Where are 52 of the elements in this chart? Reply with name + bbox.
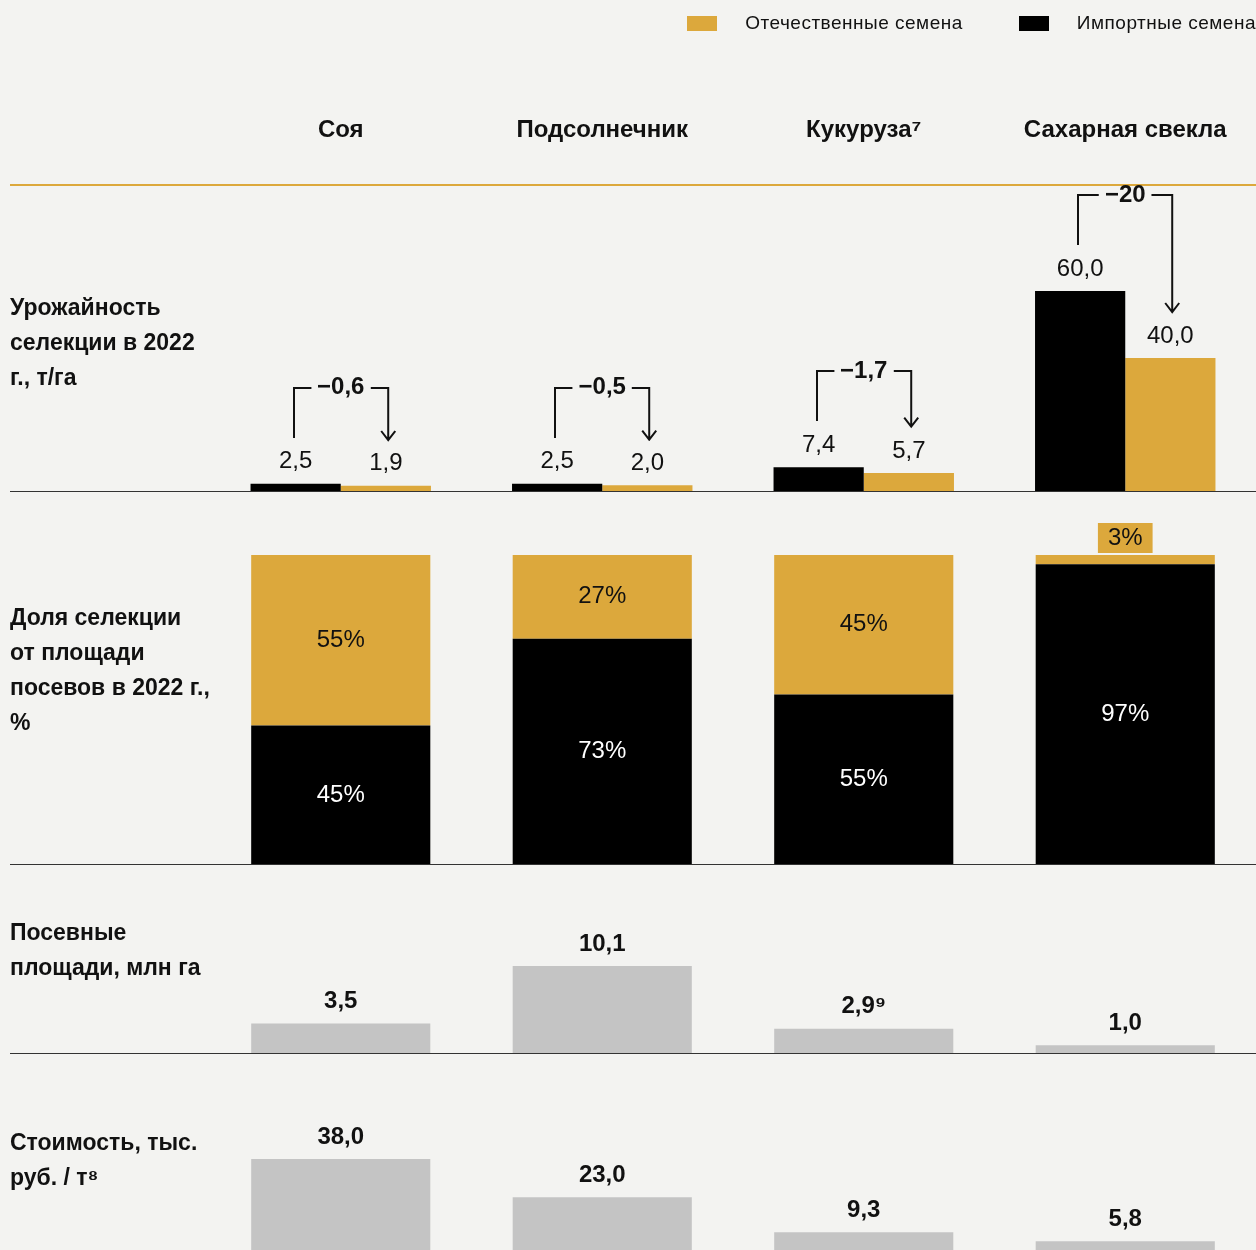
data-label: 3,5	[324, 986, 358, 1014]
bar	[512, 555, 692, 639]
legend-label: Импортные семена	[1076, 12, 1256, 33]
y-axis-title: Посевные площади, млн га	[10, 918, 202, 982]
bar	[251, 555, 431, 726]
data-label: 7,4	[801, 429, 836, 457]
x-tick-label: Соя	[317, 115, 364, 143]
bar	[774, 555, 954, 695]
data-label: 45%	[316, 779, 365, 807]
text: −20	[1104, 179, 1146, 207]
bar	[512, 638, 692, 865]
bar	[863, 472, 954, 492]
y-axis-title: Доля селекции от площади посевов в 2022 г., %	[10, 603, 210, 737]
data-label: 10,1	[578, 928, 626, 956]
data-label: 73%	[578, 736, 627, 764]
data-label: 97%	[1101, 699, 1150, 727]
data-label: 5,7	[892, 435, 926, 463]
data-label: 55%	[316, 624, 365, 652]
data-label: 3%	[1107, 522, 1143, 550]
bar	[512, 966, 692, 1054]
data-label: 55%	[839, 764, 888, 792]
bar	[774, 1028, 954, 1054]
data-label: 45%	[839, 609, 888, 637]
legend-label: Отечественные семена	[745, 12, 963, 33]
data-label: 38,0	[317, 1121, 365, 1149]
annotation: −1,7	[840, 355, 888, 383]
data-label: 1,0	[1108, 1007, 1142, 1035]
y-axis-title: Стоимость, тыс. руб. / т⁸	[10, 1128, 199, 1192]
bar	[1035, 291, 1126, 492]
data-label: 23,0	[578, 1159, 626, 1187]
bar	[774, 694, 954, 865]
bar	[773, 467, 864, 492]
bar	[251, 725, 431, 865]
data-label: 2,5	[540, 446, 574, 474]
data-label: 27%	[578, 581, 627, 609]
data-label: 5,8	[1108, 1203, 1142, 1231]
x-tick-label: Кукуруза⁷	[806, 115, 922, 143]
x-tick-label: Подсолнечник	[516, 115, 690, 143]
data-label: 1,9	[369, 448, 403, 476]
data-label: 2,0	[630, 447, 665, 475]
bar	[251, 1023, 431, 1054]
x-tick-label: Сахарная свекла	[1023, 115, 1228, 143]
data-label: 2,5	[278, 446, 313, 474]
y-axis-title: Урожайность селекции в 2022 г., т/га	[10, 293, 196, 392]
annotation: −0,6	[317, 372, 365, 400]
data-label: 60,0	[1056, 253, 1104, 281]
data-label: 9,3	[847, 1194, 881, 1222]
data-label: 40,0	[1147, 320, 1194, 348]
bar	[1125, 358, 1216, 492]
data-label: 2,9⁹	[841, 991, 887, 1019]
bar	[1035, 564, 1215, 865]
annotation: −0,5	[578, 372, 626, 400]
